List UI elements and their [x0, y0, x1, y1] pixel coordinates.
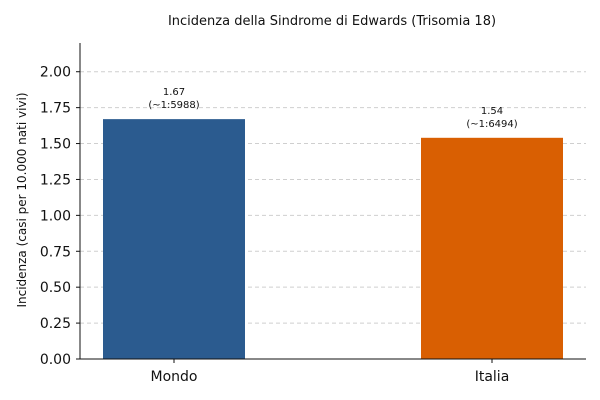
- y-tick-label: 1.75: [40, 101, 71, 117]
- chart-title: Incidenza della Sindrome di Edwards (Tri…: [168, 14, 496, 29]
- bars: [103, 119, 563, 359]
- y-tick-label: 1.00: [40, 208, 71, 224]
- y-ticks: 0.00 0.25 0.50 0.75 1.00 1.25 1.50 1.75 2.00: [40, 65, 80, 368]
- data-labels: 1.67 (~1:5988) 1.54 (~1:6494): [148, 87, 517, 130]
- y-tick-label: 0.75: [40, 244, 71, 260]
- axes: [79, 43, 586, 360]
- data-label-value: 1.54: [481, 106, 503, 117]
- data-label-ratio: (~1:6494): [466, 119, 517, 130]
- x-tick-label: Italia: [475, 369, 510, 385]
- bar-italia: [421, 137, 563, 359]
- y-tick-label: 0.50: [40, 280, 71, 296]
- y-tick-label: 0.00: [40, 352, 71, 368]
- x-tick-label: Mondo: [151, 369, 198, 385]
- data-label-ratio: (~1:5988): [148, 100, 199, 111]
- y-tick-label: 1.50: [40, 137, 71, 153]
- y-axis-label: Incidenza (casi per 10.000 nati vivi): [15, 92, 29, 307]
- x-ticks: Mondo Italia: [151, 359, 510, 385]
- y-tick-label: 2.00: [40, 65, 71, 81]
- bar-mondo: [103, 119, 245, 359]
- data-label-value: 1.67: [163, 87, 185, 98]
- y-tick-label: 1.25: [40, 172, 71, 188]
- y-tick-label: 0.25: [40, 316, 71, 332]
